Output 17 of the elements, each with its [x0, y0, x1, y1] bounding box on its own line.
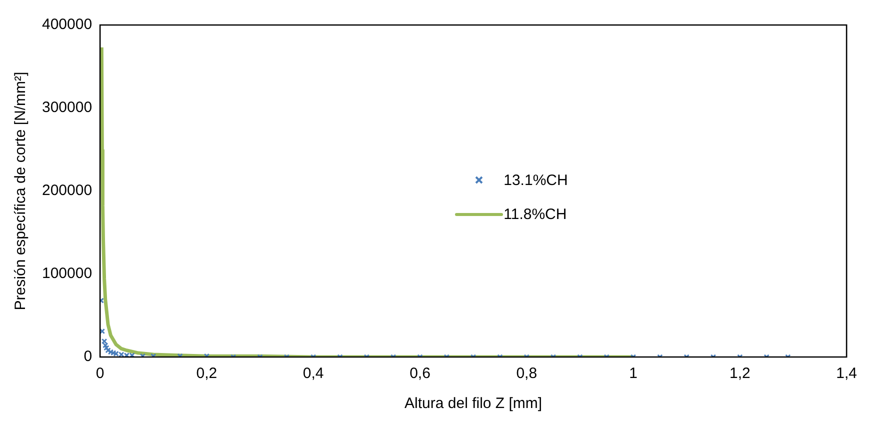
x-tick-label: 0,4 [302, 365, 324, 382]
x-tick-label: 1,4 [836, 365, 858, 382]
x-axis-title: Altura del filo Z [mm] [404, 395, 542, 412]
y-tick-label: 200000 [42, 182, 92, 200]
legend-label: 13.1%CH [504, 172, 568, 189]
y-axis-title: Presión específica de corte [N/mm²] [12, 72, 30, 310]
x-tick-label: 0,2 [196, 365, 218, 382]
y-tick-label: 300000 [42, 99, 92, 116]
x-tick-label: 1,2 [730, 365, 750, 382]
y-tick-label: 400000 [42, 16, 92, 34]
x-tick-label: 1 [629, 365, 638, 382]
x-tick-label: 0,6 [410, 365, 430, 382]
x-tick-label: 0 [96, 365, 104, 382]
y-tick-label: 0 [84, 348, 92, 366]
legend-label: 11.8%CH [504, 206, 567, 223]
x-tick-label: 0,8 [516, 365, 538, 382]
y-tick-label: 100000 [42, 265, 92, 282]
